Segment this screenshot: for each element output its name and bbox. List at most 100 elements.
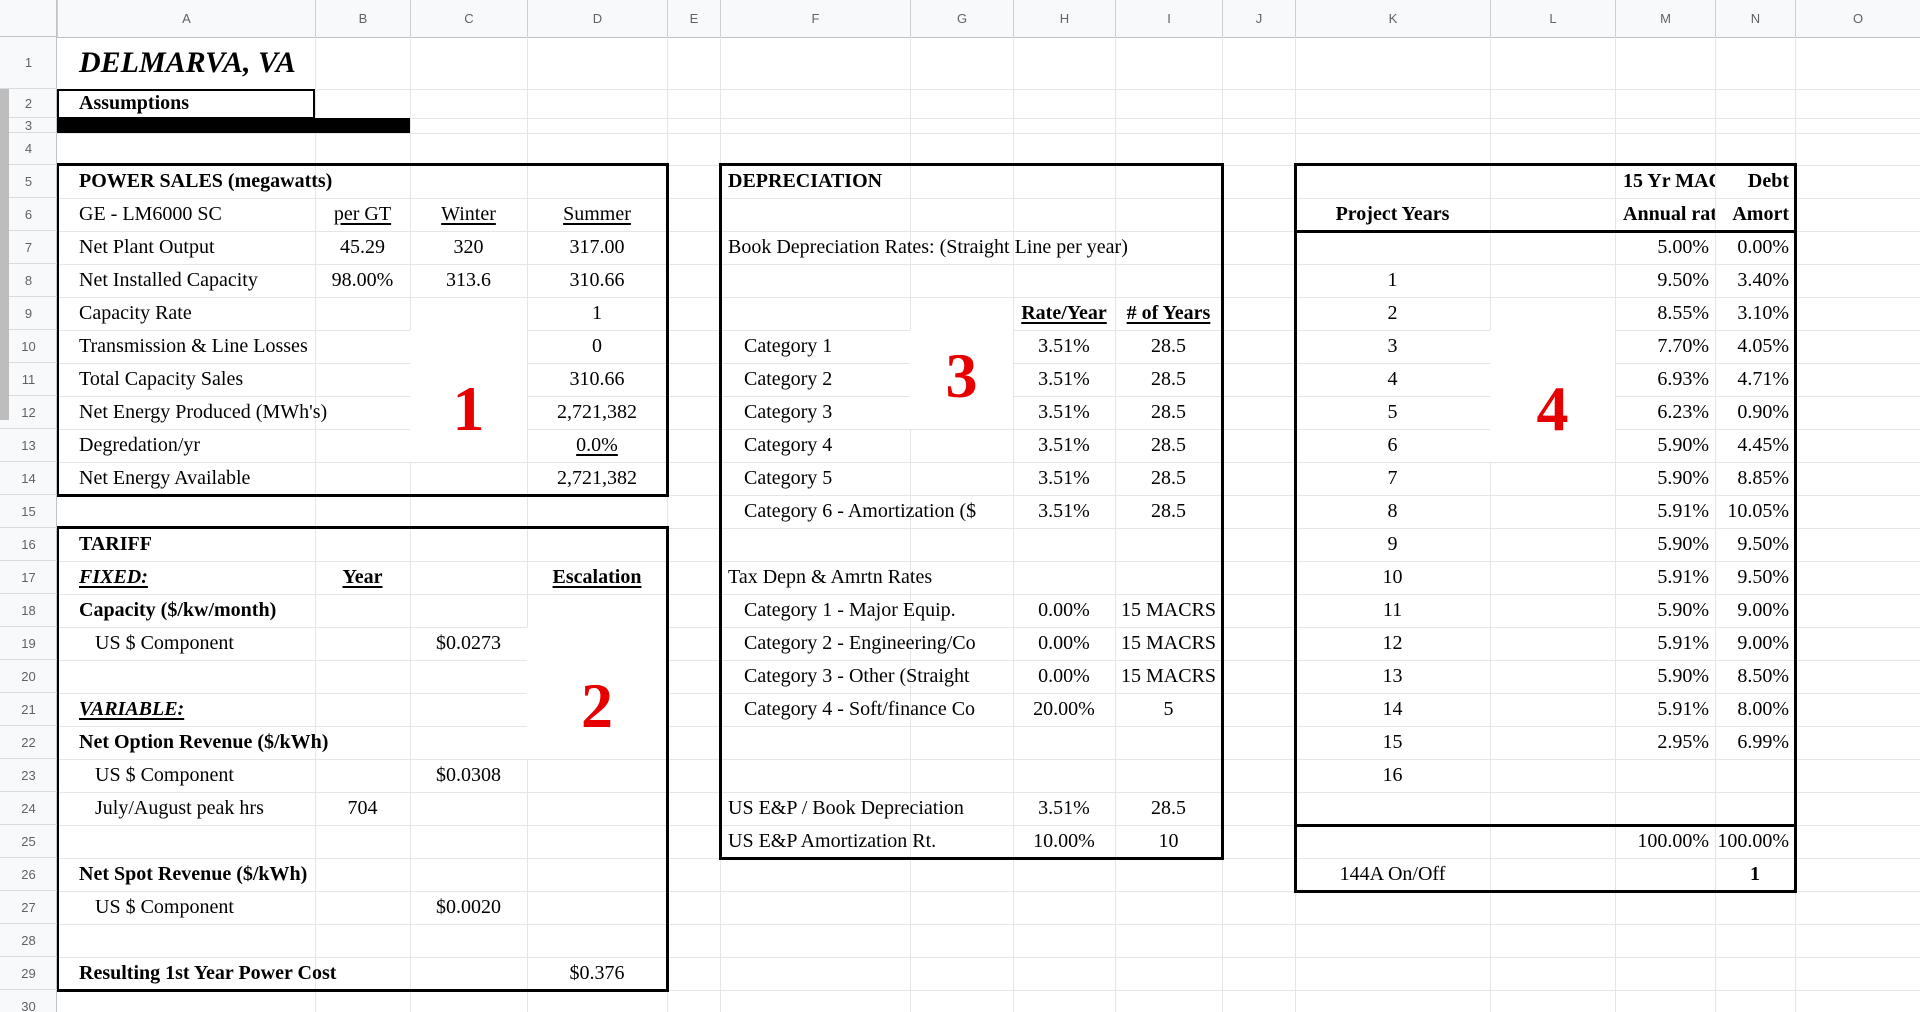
- cell-M9[interactable]: 8.55%: [1657, 302, 1709, 324]
- cell-M12[interactable]: 6.23%: [1657, 401, 1709, 423]
- cell-F15[interactable]: Category 6 - Amortization ($: [744, 500, 977, 522]
- cell-N8[interactable]: 3.40%: [1737, 269, 1789, 291]
- column-header-A[interactable]: A: [57, 0, 315, 37]
- cell-A23[interactable]: US $ Component: [95, 764, 234, 786]
- cell-I21[interactable]: 5: [1163, 698, 1174, 720]
- cell-A2[interactable]: Assumptions: [79, 92, 190, 114]
- cell-A16[interactable]: TARIFF: [79, 533, 152, 555]
- cell-N12[interactable]: 0.90%: [1737, 401, 1789, 423]
- cell-B8[interactable]: 98.00%: [331, 269, 394, 291]
- cell-K19[interactable]: 12: [1382, 632, 1403, 654]
- cell-K10[interactable]: 3: [1387, 335, 1398, 357]
- row-header-14[interactable]: 14: [0, 462, 57, 495]
- cell-B6[interactable]: per GT: [333, 203, 392, 225]
- column-header-I[interactable]: I: [1115, 0, 1222, 37]
- row-header-22[interactable]: 22: [0, 726, 57, 759]
- row-header-10[interactable]: 10: [0, 330, 57, 363]
- cell-I14[interactable]: 28.5: [1151, 467, 1186, 489]
- cell-A19[interactable]: US $ Component: [95, 632, 234, 654]
- cell-I24[interactable]: 28.5: [1151, 797, 1186, 819]
- cell-N11[interactable]: 4.71%: [1737, 368, 1789, 390]
- cell-K22[interactable]: 15: [1382, 731, 1403, 753]
- cell-H13[interactable]: 3.51%: [1038, 434, 1090, 456]
- row-header-12[interactable]: 12: [0, 396, 57, 429]
- cell-H11[interactable]: 3.51%: [1038, 368, 1090, 390]
- cell-A27[interactable]: US $ Component: [95, 896, 234, 918]
- cell-C6[interactable]: Winter: [441, 203, 496, 225]
- column-header-L[interactable]: L: [1490, 0, 1615, 37]
- cell-N14[interactable]: 8.85%: [1737, 467, 1789, 489]
- cell-I12[interactable]: 28.5: [1151, 401, 1186, 423]
- cell-N16[interactable]: 9.50%: [1737, 533, 1789, 555]
- row-header-4[interactable]: 4: [0, 133, 57, 165]
- cell-M22[interactable]: 2.95%: [1657, 731, 1709, 753]
- row-header-26[interactable]: 26: [0, 858, 57, 891]
- cell-F14[interactable]: Category 5: [744, 467, 833, 489]
- cell-F7[interactable]: Book Depreciation Rates: (Straight Line …: [728, 236, 1128, 258]
- row-header-2[interactable]: 2: [0, 89, 57, 118]
- cell-I15[interactable]: 28.5: [1151, 500, 1186, 522]
- cell-H21[interactable]: 20.00%: [1033, 698, 1095, 720]
- cell-M8[interactable]: 9.50%: [1657, 269, 1709, 291]
- cell-D29[interactable]: $0.376: [569, 962, 625, 984]
- cell-H9[interactable]: Rate/Year: [1021, 302, 1107, 324]
- cell-M25[interactable]: 100.00%: [1637, 830, 1709, 852]
- cell-F25[interactable]: US E&P Amortization Rt.: [728, 830, 937, 852]
- column-header-K[interactable]: K: [1295, 0, 1490, 37]
- cell-K11[interactable]: 4: [1387, 368, 1398, 390]
- cell-B24[interactable]: 704: [347, 797, 378, 819]
- cell-K9[interactable]: 2: [1387, 302, 1398, 324]
- cell-D8[interactable]: 310.66: [569, 269, 625, 291]
- cell-B17[interactable]: Year: [342, 566, 383, 588]
- row-header-1[interactable]: 1: [0, 37, 57, 89]
- row-header-7[interactable]: 7: [0, 231, 57, 264]
- cell-A21[interactable]: VARIABLE:: [79, 698, 185, 720]
- cell-A9[interactable]: Capacity Rate: [79, 302, 192, 324]
- cell-D10[interactable]: 0: [592, 335, 602, 357]
- cell-M15[interactable]: 5.91%: [1657, 500, 1709, 522]
- cell-F20[interactable]: Category 3 - Other (Straight: [744, 665, 970, 687]
- cell-C19[interactable]: $0.0273: [436, 632, 501, 654]
- cell-H20[interactable]: 0.00%: [1038, 665, 1090, 687]
- cell-N7[interactable]: 0.00%: [1737, 236, 1789, 258]
- cell-M5[interactable]: 15 Yr MACRS: [1623, 170, 1715, 192]
- cell-D9[interactable]: 1: [592, 302, 602, 324]
- cell-C7[interactable]: 320: [453, 236, 484, 258]
- cell-F17[interactable]: Tax Depn & Amrtn Rates: [728, 566, 933, 588]
- cell-F19[interactable]: Category 2 - Engineering/Co: [744, 632, 976, 654]
- cell-N20[interactable]: 8.50%: [1737, 665, 1789, 687]
- cell-N5[interactable]: Debt: [1747, 170, 1789, 192]
- column-header-D[interactable]: D: [527, 0, 667, 37]
- cell-M20[interactable]: 5.90%: [1657, 665, 1709, 687]
- row-header-3[interactable]: 3: [0, 118, 57, 133]
- row-header-27[interactable]: 27: [0, 891, 57, 924]
- row-header-28[interactable]: 28: [0, 924, 57, 957]
- column-header-H[interactable]: H: [1013, 0, 1115, 37]
- cell-H12[interactable]: 3.51%: [1038, 401, 1090, 423]
- row-header-17[interactable]: 17: [0, 561, 57, 594]
- cell-N9[interactable]: 3.10%: [1737, 302, 1789, 324]
- cell-H18[interactable]: 0.00%: [1038, 599, 1090, 621]
- column-header-G[interactable]: G: [910, 0, 1013, 37]
- cell-A6[interactable]: GE - LM6000 SC: [79, 203, 222, 225]
- cell-A26[interactable]: Net Spot Revenue ($/kWh): [79, 863, 308, 885]
- cell-K8[interactable]: 1: [1387, 269, 1398, 291]
- cell-M13[interactable]: 5.90%: [1657, 434, 1709, 456]
- row-header-23[interactable]: 23: [0, 759, 57, 792]
- row-header-18[interactable]: 18: [0, 594, 57, 627]
- cell-N18[interactable]: 9.00%: [1737, 599, 1789, 621]
- cell-K12[interactable]: 5: [1387, 401, 1398, 423]
- cell-D6[interactable]: Summer: [563, 203, 631, 225]
- cell-A14[interactable]: Net Energy Available: [79, 467, 251, 489]
- cell-N26[interactable]: 1: [1750, 863, 1760, 885]
- cell-F10[interactable]: Category 1: [744, 335, 833, 357]
- cell-H24[interactable]: 3.51%: [1038, 797, 1090, 819]
- cell-H19[interactable]: 0.00%: [1038, 632, 1090, 654]
- column-header-F[interactable]: F: [720, 0, 910, 37]
- cell-M18[interactable]: 5.90%: [1657, 599, 1709, 621]
- row-header-9[interactable]: 9: [0, 297, 57, 330]
- cell-D11[interactable]: 310.66: [569, 368, 625, 390]
- cell-A13[interactable]: Degredation/yr: [79, 434, 201, 456]
- cell-A18[interactable]: Capacity ($/kw/month): [79, 599, 277, 621]
- cell-F12[interactable]: Category 3: [744, 401, 833, 423]
